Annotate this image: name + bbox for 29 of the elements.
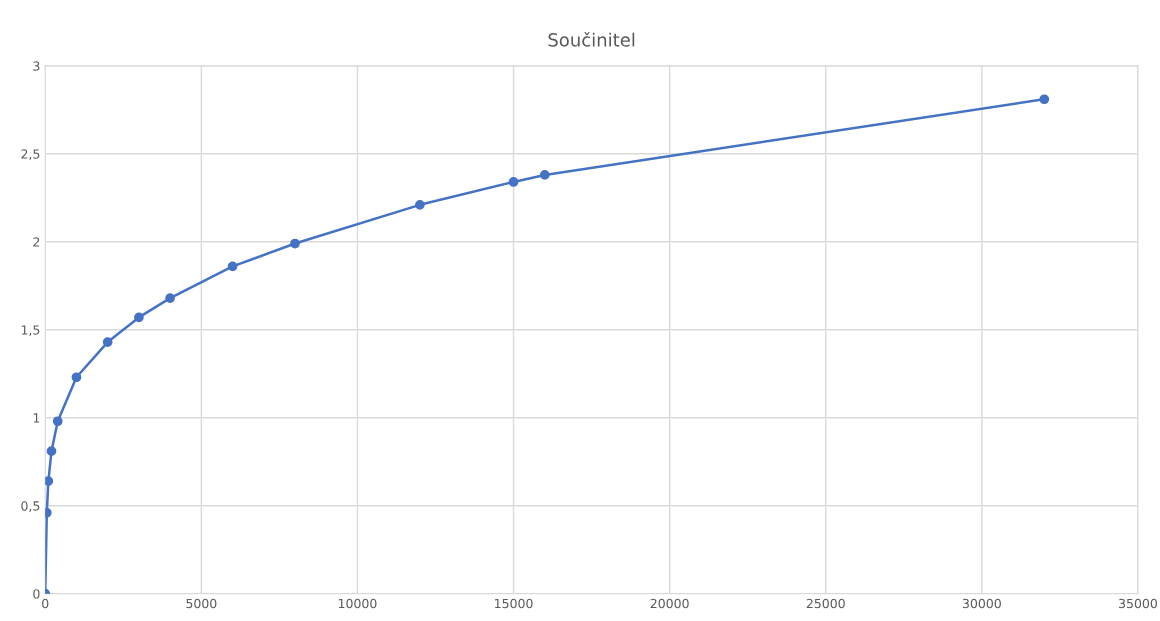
- y-tick-label: 2: [33, 237, 40, 247]
- point: [102, 337, 113, 347]
- x-tick-label: 5000: [186, 598, 217, 609]
- x-tick-label: 10000: [338, 598, 377, 609]
- point: [290, 238, 300, 249]
- point: [227, 261, 238, 272]
- point: [508, 177, 519, 187]
- x-tick-label: 25000: [806, 598, 845, 609]
- point: [52, 416, 63, 427]
- point: [539, 170, 550, 180]
- y-tick-label: 1,5: [21, 325, 40, 336]
- x-tick-label: 35000: [1119, 598, 1158, 609]
- y-tick-label: 0,5: [21, 501, 40, 512]
- x-tick-label: 15000: [495, 598, 533, 609]
- point: [1039, 94, 1050, 105]
- point: [134, 312, 144, 323]
- point: [45, 476, 54, 486]
- chart-title: Součinitel: [548, 31, 635, 47]
- point: [46, 446, 57, 457]
- point: [415, 199, 425, 210]
- x-tick-label: 0: [42, 598, 49, 609]
- y-tick-label: 2,5: [21, 149, 40, 160]
- y-tick-label: 1: [33, 413, 40, 423]
- y-tick-label: 0: [33, 589, 40, 599]
- x-tick-label: 20000: [650, 598, 689, 609]
- point: [165, 293, 175, 303]
- x-tick-label: 30000: [962, 598, 1001, 609]
- y-tick-label: 3: [33, 61, 40, 71]
- point: [71, 372, 82, 383]
